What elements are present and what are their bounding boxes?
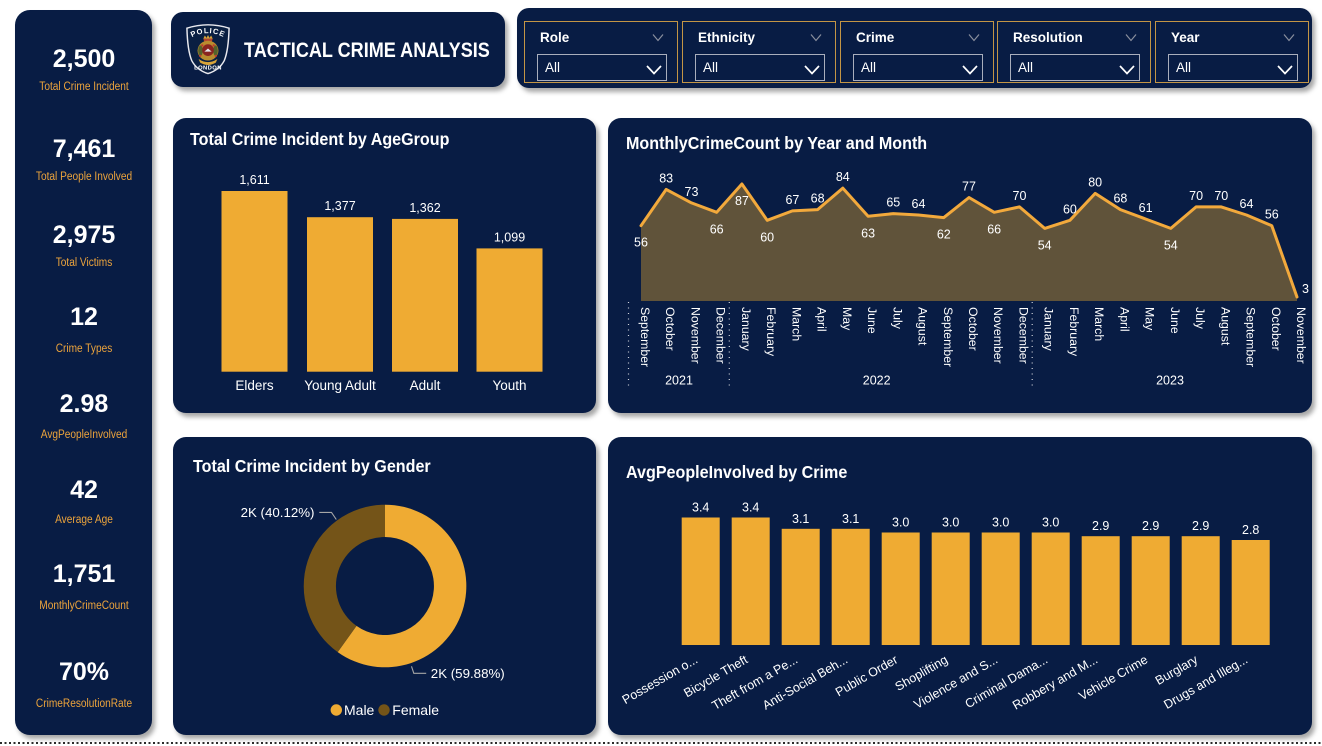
svg-text:64: 64 (1240, 197, 1254, 211)
svg-text:1,362: 1,362 (409, 201, 440, 215)
svg-text:60: 60 (1063, 202, 1077, 216)
svg-text:70: 70 (1013, 189, 1027, 203)
svg-text:Female: Female (392, 702, 439, 718)
svg-text:Elders: Elders (235, 378, 274, 393)
svg-text:2021: 2021 (665, 374, 693, 388)
svg-text:May: May (1143, 307, 1157, 331)
svg-text:POLICE: POLICE (189, 26, 227, 39)
svg-text:Violence and S...: Violence and S... (912, 652, 1001, 711)
svg-text:54: 54 (1164, 238, 1178, 252)
svg-text:64: 64 (912, 197, 926, 211)
svg-text:Drugs and Illeg...: Drugs and Illeg... (1161, 652, 1250, 711)
svg-text:70: 70 (1214, 189, 1228, 203)
svg-text:April: April (1117, 307, 1131, 332)
svg-text:2.9: 2.9 (1092, 519, 1109, 533)
svg-text:2.9: 2.9 (1192, 519, 1209, 533)
svg-text:November: November (1294, 307, 1308, 364)
svg-text:73: 73 (685, 185, 699, 199)
svg-text:1,099: 1,099 (494, 230, 525, 244)
svg-text:July: July (890, 307, 904, 330)
svg-text:68: 68 (811, 192, 825, 206)
svg-text:April: April (815, 307, 829, 332)
svg-text:November: November (991, 307, 1005, 364)
svg-text:September: September (1244, 307, 1258, 367)
svg-text:February: February (764, 307, 778, 357)
svg-text:June: June (865, 307, 879, 334)
svg-text:December: December (714, 307, 728, 364)
svg-text:87: 87 (735, 194, 749, 208)
svg-text:October: October (1269, 307, 1283, 351)
svg-text:2.9: 2.9 (1142, 519, 1159, 533)
svg-text:January: January (1042, 307, 1056, 352)
svg-text:1,611: 1,611 (239, 173, 269, 187)
svg-text:May: May (840, 307, 854, 331)
svg-text:66: 66 (710, 222, 724, 236)
svg-text:70: 70 (1189, 189, 1203, 203)
svg-text:3.4: 3.4 (742, 501, 759, 515)
svg-text:3.0: 3.0 (942, 516, 959, 530)
svg-text:March: March (789, 307, 803, 341)
svg-text:June: June (1168, 307, 1182, 334)
svg-text:Anti-Social Beh...: Anti-Social Beh... (760, 652, 850, 712)
svg-text:3.1: 3.1 (792, 512, 809, 526)
svg-text:August: August (1218, 307, 1232, 346)
svg-text:65: 65 (886, 196, 900, 210)
svg-text:60: 60 (760, 230, 774, 244)
svg-text:October: October (663, 307, 677, 351)
svg-text:2023: 2023 (1156, 374, 1184, 388)
svg-text:Criminal Dama...: Criminal Dama... (963, 652, 1051, 711)
svg-text:2.8: 2.8 (1242, 523, 1259, 537)
svg-text:Young Adult: Young Adult (304, 378, 376, 393)
svg-text:LONDON: LONDON (194, 65, 222, 71)
svg-text:Male: Male (344, 702, 375, 718)
svg-text:62: 62 (937, 228, 951, 242)
svg-text:3.0: 3.0 (992, 516, 1009, 530)
svg-text:68: 68 (1113, 192, 1127, 206)
svg-text:2022: 2022 (863, 374, 891, 388)
svg-text:3.0: 3.0 (892, 516, 909, 530)
svg-text:83: 83 (659, 171, 673, 185)
svg-text:61: 61 (1139, 201, 1153, 215)
svg-text:January: January (739, 307, 753, 352)
svg-text:77: 77 (962, 180, 976, 194)
svg-text:3.1: 3.1 (842, 512, 859, 526)
svg-text:56: 56 (1265, 208, 1279, 222)
svg-text:November: November (689, 307, 703, 364)
svg-text:67: 67 (785, 193, 799, 207)
svg-text:September: September (941, 307, 955, 367)
svg-text:August: August (916, 307, 930, 346)
svg-text:1,377: 1,377 (324, 199, 355, 213)
svg-text:63: 63 (861, 226, 875, 240)
svg-text:February: February (1067, 307, 1081, 357)
svg-text:84: 84 (836, 170, 850, 184)
svg-text:3: 3 (1302, 282, 1309, 296)
svg-text:Adult: Adult (410, 378, 441, 393)
svg-text:80: 80 (1088, 175, 1102, 189)
svg-text:Theft from a Pe...: Theft from a Pe... (710, 652, 801, 712)
svg-text:December: December (1017, 307, 1031, 364)
svg-text:Robbery and M...: Robbery and M... (1010, 652, 1100, 712)
svg-text:66: 66 (987, 222, 1001, 236)
svg-text:3.4: 3.4 (692, 501, 709, 515)
svg-text:2K (40.12%): 2K (40.12%) (241, 505, 315, 520)
svg-text:Youth: Youth (492, 378, 526, 393)
svg-text:56: 56 (634, 236, 648, 250)
svg-text:2K (59.88%): 2K (59.88%) (431, 666, 505, 681)
svg-text:3.0: 3.0 (1042, 516, 1059, 530)
svg-text:October: October (966, 307, 980, 351)
svg-text:54: 54 (1038, 238, 1052, 252)
svg-text:July: July (1193, 307, 1207, 330)
svg-text:September: September (638, 307, 652, 367)
svg-text:March: March (1092, 307, 1106, 341)
